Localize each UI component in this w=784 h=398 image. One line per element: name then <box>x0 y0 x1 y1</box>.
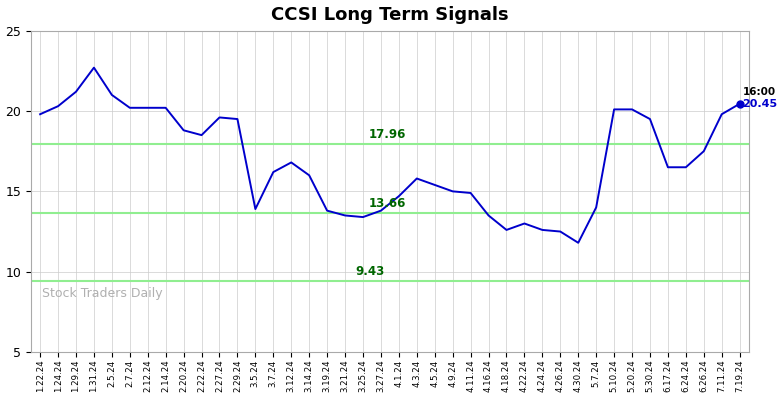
Text: Stock Traders Daily: Stock Traders Daily <box>42 287 162 300</box>
Title: CCSI Long Term Signals: CCSI Long Term Signals <box>271 6 509 23</box>
Text: 9.43: 9.43 <box>355 265 384 278</box>
Text: 20.45: 20.45 <box>742 99 778 109</box>
Text: 16:00: 16:00 <box>742 87 775 97</box>
Text: 13.66: 13.66 <box>369 197 406 210</box>
Text: 17.96: 17.96 <box>369 128 406 141</box>
